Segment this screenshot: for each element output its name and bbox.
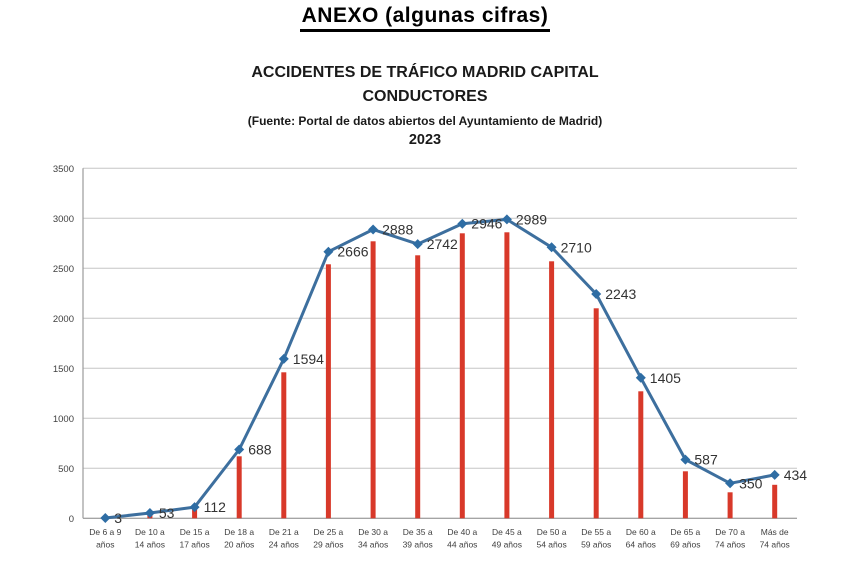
x-axis-label: 20 años <box>224 540 254 550</box>
x-axis-label: 64 años <box>626 540 656 550</box>
data-point-marker <box>189 502 200 513</box>
page-title: ANEXO (algunas cifras) <box>0 4 850 32</box>
data-point-marker <box>546 242 557 253</box>
x-axis-label: 34 años <box>358 540 388 550</box>
data-point-marker <box>591 289 602 299</box>
x-axis-label: De 15 a <box>180 527 210 537</box>
chart-source: (Fuente: Portal de datos abiertos del Ay… <box>247 114 603 128</box>
bar <box>415 255 421 519</box>
x-axis-label: De 10 a <box>135 527 165 537</box>
chart-title-line2: CONDUCTORES <box>362 88 488 105</box>
bar <box>281 372 287 519</box>
x-axis-label: De 70 a <box>715 527 745 537</box>
x-axis-label: De 50 a <box>537 527 567 537</box>
chart-year: 2023 <box>408 132 442 148</box>
data-label: 434 <box>784 467 808 483</box>
bar <box>325 264 331 519</box>
data-point-marker <box>278 353 289 364</box>
data-label: 2888 <box>382 222 413 238</box>
x-axis-label: 24 años <box>269 540 299 550</box>
data-label: 2989 <box>516 211 547 227</box>
x-axis-label: De 6 a 9 <box>89 527 121 537</box>
data-point-marker <box>457 218 468 229</box>
x-axis-label: 39 años <box>403 540 433 550</box>
y-axis-tick-label: 3000 <box>53 214 74 225</box>
y-axis-tick-label: 1500 <box>53 364 74 375</box>
line-series <box>103 217 777 520</box>
x-axis-label: De 25 a <box>314 527 344 537</box>
bar <box>549 261 555 519</box>
data-point-marker <box>234 444 245 455</box>
bar <box>772 484 778 519</box>
x-axis-label: De 18 a <box>224 527 254 537</box>
x-axis-label: 17 años <box>179 540 209 550</box>
bar <box>638 391 644 519</box>
x-axis-label: De 55 a <box>581 527 611 537</box>
x-axis-label: años <box>96 540 114 550</box>
data-label: 2946 <box>471 216 502 232</box>
y-axis-tick-label: 2500 <box>53 264 74 275</box>
y-axis-tick-label: 0 <box>69 514 74 525</box>
bar <box>236 456 242 519</box>
chart-title-line1: ACCIDENTES DE TRÁFICO MADRID CAPITAL <box>251 64 599 81</box>
data-point-marker <box>323 246 334 257</box>
data-point-marker <box>100 513 111 523</box>
y-axis-tick-label: 500 <box>58 464 74 475</box>
data-label: 2710 <box>561 239 592 255</box>
bar <box>504 232 510 519</box>
x-axis-label: 69 años <box>670 540 700 550</box>
x-axis-label: 49 años <box>492 540 522 550</box>
x-axis-label: 74 años <box>715 540 745 550</box>
x-axis-label: 14 años <box>135 540 165 550</box>
x-axis-label: 29 años <box>313 540 343 550</box>
data-label: 587 <box>694 452 718 468</box>
x-axis-label: De 65 a <box>671 527 701 537</box>
x-axis-label: 54 años <box>536 540 566 550</box>
data-label: 112 <box>204 499 227 515</box>
data-label: 688 <box>248 442 272 458</box>
data-point-marker <box>501 214 512 225</box>
x-axis-label: 44 años <box>447 540 477 550</box>
x-axis-label: De 40 a <box>447 527 477 537</box>
data-label: 1405 <box>650 370 681 386</box>
y-axis-tick-label: 3500 <box>53 164 74 175</box>
y-axis-tick-label: 2000 <box>53 314 74 325</box>
data-point-marker <box>635 372 646 383</box>
data-point-marker <box>725 478 736 489</box>
bar <box>459 233 465 519</box>
data-point-marker <box>368 224 379 235</box>
bar <box>192 508 198 519</box>
bar <box>593 308 599 519</box>
data-label: 2243 <box>605 286 636 302</box>
data-point-marker <box>680 454 691 465</box>
x-axis-label: De 35 a <box>403 527 433 537</box>
data-point-marker <box>769 469 780 480</box>
x-axis-label: De 60 a <box>626 527 656 537</box>
data-label: 350 <box>739 475 763 491</box>
x-axis-label: De 45 a <box>492 527 522 537</box>
bar <box>370 241 376 519</box>
bar <box>682 471 688 519</box>
page-title-text: ANEXO (algunas cifras) <box>299 4 551 32</box>
data-label: 3 <box>114 510 122 526</box>
data-label: 2666 <box>337 244 368 260</box>
x-axis-label: De 21 a <box>269 527 299 537</box>
data-point-marker <box>412 239 423 250</box>
data-label: 53 <box>159 505 175 521</box>
x-axis-label: Más de <box>761 527 789 537</box>
data-label: 2742 <box>427 236 458 252</box>
y-axis-tick-label: 1000 <box>53 414 74 425</box>
data-point-marker <box>144 508 155 518</box>
data-label: 1594 <box>293 351 324 367</box>
x-axis-label: 59 años <box>581 540 611 550</box>
bar <box>727 492 733 519</box>
x-axis-label: De 30 a <box>358 527 388 537</box>
x-axis-label: 74 años <box>760 540 790 550</box>
